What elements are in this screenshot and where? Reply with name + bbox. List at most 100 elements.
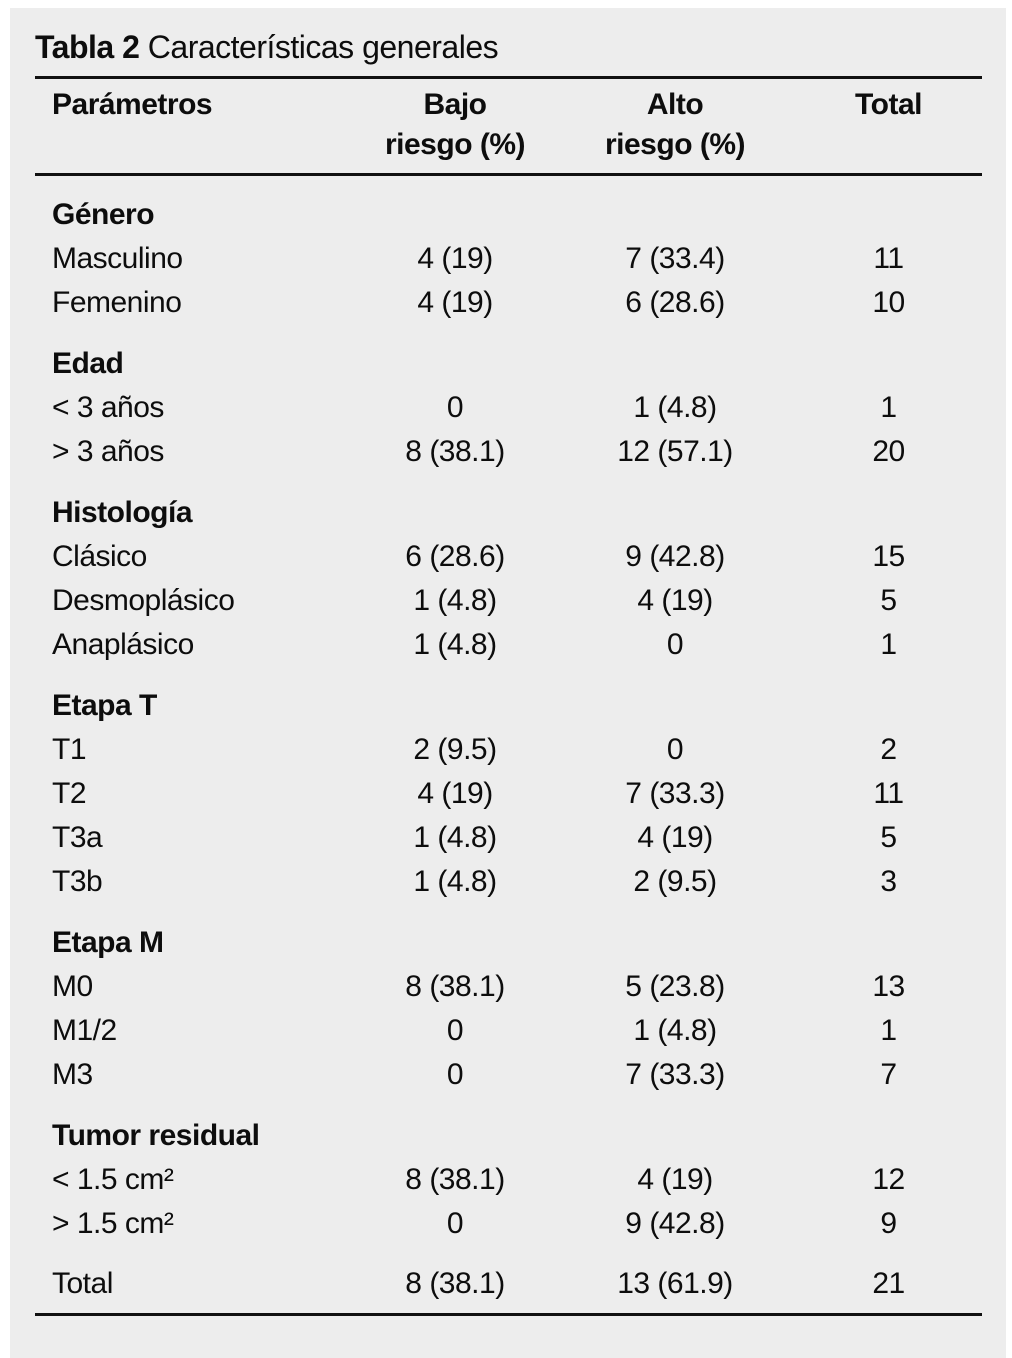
row-label: T3a bbox=[52, 821, 103, 854]
total-row: Total 8 (38.1) 13 (61.9) 21 bbox=[35, 1246, 982, 1315]
section-header-row: Tumor residual bbox=[35, 1097, 982, 1158]
row-label: < 3 años bbox=[52, 391, 164, 424]
cell-alto: 7 (33.3) bbox=[625, 777, 725, 810]
column-header-text: Alto bbox=[646, 88, 704, 121]
cell-total bbox=[795, 904, 982, 965]
cell-total: 9 bbox=[880, 1207, 897, 1240]
column-header-bajo-riesgo: Bajo riesgo (%) bbox=[355, 76, 555, 176]
column-header-parametros: Parámetros bbox=[35, 76, 355, 176]
row-label: Total bbox=[52, 1267, 113, 1300]
column-header-text: Total bbox=[855, 88, 922, 121]
column-header-total: Total bbox=[795, 76, 982, 176]
cell-alto: 0 bbox=[666, 628, 684, 661]
cell-bajo bbox=[355, 325, 555, 386]
cell-total: 5 bbox=[880, 584, 897, 617]
column-header-text: Parámetros bbox=[52, 88, 213, 121]
cell-alto: 9 (42.8) bbox=[625, 1207, 725, 1240]
cell-total: 10 bbox=[872, 286, 905, 319]
cell-alto: 2 (9.5) bbox=[633, 865, 717, 898]
cell-bajo: 4 (19) bbox=[417, 777, 493, 810]
table-row: < 3 años 0 1 (4.8) 1 bbox=[35, 386, 982, 430]
cell-bajo: 1 (4.8) bbox=[413, 865, 497, 898]
row-label: < 1.5 cm² bbox=[52, 1163, 174, 1196]
section-header-row: Etapa T bbox=[35, 667, 982, 728]
table-caption-label: Tabla 2 bbox=[35, 29, 140, 65]
cell-total: 12 bbox=[872, 1163, 905, 1196]
table-row: Masculino 4 (19) 7 (33.4) 11 bbox=[35, 237, 982, 281]
row-label: T2 bbox=[52, 777, 87, 810]
section-header: Género bbox=[52, 198, 155, 231]
cell-total: 7 bbox=[880, 1058, 897, 1091]
cell-bajo: 4 (19) bbox=[417, 242, 493, 275]
section-header-row: Edad bbox=[35, 325, 982, 386]
table-row: Desmoplásico 1 (4.8) 4 (19) 5 bbox=[35, 579, 982, 623]
section-header-row: Etapa M bbox=[35, 904, 982, 965]
cell-alto: 0 bbox=[666, 733, 684, 766]
row-label: T3b bbox=[52, 865, 103, 898]
cell-total: 21 bbox=[872, 1267, 905, 1300]
cell-alto bbox=[555, 1097, 795, 1158]
cell-alto: 7 (33.3) bbox=[625, 1058, 725, 1091]
cell-bajo: 0 bbox=[446, 1014, 464, 1047]
cell-total: 13 bbox=[872, 970, 905, 1003]
table-header: Parámetros Bajo riesgo (%) Alto riesgo (… bbox=[35, 76, 982, 176]
cell-bajo: 0 bbox=[446, 1058, 464, 1091]
column-header-text: riesgo (%) bbox=[384, 128, 526, 161]
row-label: Femenino bbox=[52, 286, 182, 319]
cell-bajo: 6 (28.6) bbox=[405, 540, 505, 573]
section-header: Edad bbox=[52, 347, 124, 380]
row-label: > 1.5 cm² bbox=[52, 1207, 174, 1240]
cell-bajo: 8 (38.1) bbox=[405, 435, 505, 468]
cell-bajo bbox=[355, 1097, 555, 1158]
column-header-alto-riesgo: Alto riesgo (%) bbox=[555, 76, 795, 176]
cell-alto: 12 (57.1) bbox=[617, 435, 733, 468]
characteristics-table: Parámetros Bajo riesgo (%) Alto riesgo (… bbox=[35, 76, 982, 1316]
cell-alto bbox=[555, 474, 795, 535]
cell-alto: 4 (19) bbox=[637, 584, 713, 617]
section-header: Etapa M bbox=[52, 926, 164, 959]
cell-bajo: 8 (38.1) bbox=[405, 970, 505, 1003]
cell-alto: 4 (19) bbox=[637, 1163, 713, 1196]
cell-alto: 13 (61.9) bbox=[617, 1267, 733, 1300]
table-row: T3a 1 (4.8) 4 (19) 5 bbox=[35, 816, 982, 860]
cell-total bbox=[795, 175, 982, 238]
cell-bajo: 0 bbox=[446, 391, 464, 424]
cell-total bbox=[795, 1097, 982, 1158]
cell-total bbox=[795, 667, 982, 728]
table-row: Anaplásico 1 (4.8) 0 1 bbox=[35, 623, 982, 667]
cell-bajo: 4 (19) bbox=[417, 286, 493, 319]
cell-total bbox=[795, 474, 982, 535]
cell-alto: 6 (28.6) bbox=[625, 286, 725, 319]
cell-bajo: 1 (4.8) bbox=[413, 584, 497, 617]
row-label: Masculino bbox=[52, 242, 183, 275]
cell-total: 20 bbox=[872, 435, 905, 468]
row-label: M1/2 bbox=[52, 1014, 117, 1047]
row-label: M0 bbox=[52, 970, 93, 1003]
table-caption-text: Características generales bbox=[147, 29, 499, 65]
row-label: M3 bbox=[52, 1058, 93, 1091]
cell-alto: 9 (42.8) bbox=[625, 540, 725, 573]
cell-total bbox=[795, 325, 982, 386]
table-row: M3 0 7 (33.3) 7 bbox=[35, 1053, 982, 1097]
row-label: > 3 años bbox=[52, 435, 164, 468]
cell-bajo bbox=[355, 175, 555, 238]
row-label: Anaplásico bbox=[52, 628, 194, 661]
table-row: < 1.5 cm² 8 (38.1) 4 (19) 12 bbox=[35, 1158, 982, 1202]
cell-total: 3 bbox=[880, 865, 897, 898]
cell-total: 1 bbox=[880, 628, 897, 661]
cell-alto: 7 (33.4) bbox=[625, 242, 725, 275]
section-header: Etapa T bbox=[52, 689, 157, 722]
cell-total: 1 bbox=[880, 391, 897, 424]
cell-total: 11 bbox=[873, 242, 904, 275]
cell-bajo bbox=[355, 904, 555, 965]
table-body: Género Masculino 4 (19) 7 (33.4) 11 Femenino 4… bbox=[35, 175, 982, 1315]
table-row: > 3 años 8 (38.1) 12 (57.1) 20 bbox=[35, 430, 982, 474]
header-row: Parámetros Bajo riesgo (%) Alto riesgo (… bbox=[35, 76, 982, 176]
row-label: Clásico bbox=[52, 540, 147, 573]
cell-total: 1 bbox=[880, 1014, 897, 1047]
cell-alto: 5 (23.8) bbox=[625, 970, 725, 1003]
table-row: M0 8 (38.1) 5 (23.8) 13 bbox=[35, 965, 982, 1009]
table-row: Clásico 6 (28.6) 9 (42.8) 15 bbox=[35, 535, 982, 579]
table-row: T3b 1 (4.8) 2 (9.5) 3 bbox=[35, 860, 982, 904]
